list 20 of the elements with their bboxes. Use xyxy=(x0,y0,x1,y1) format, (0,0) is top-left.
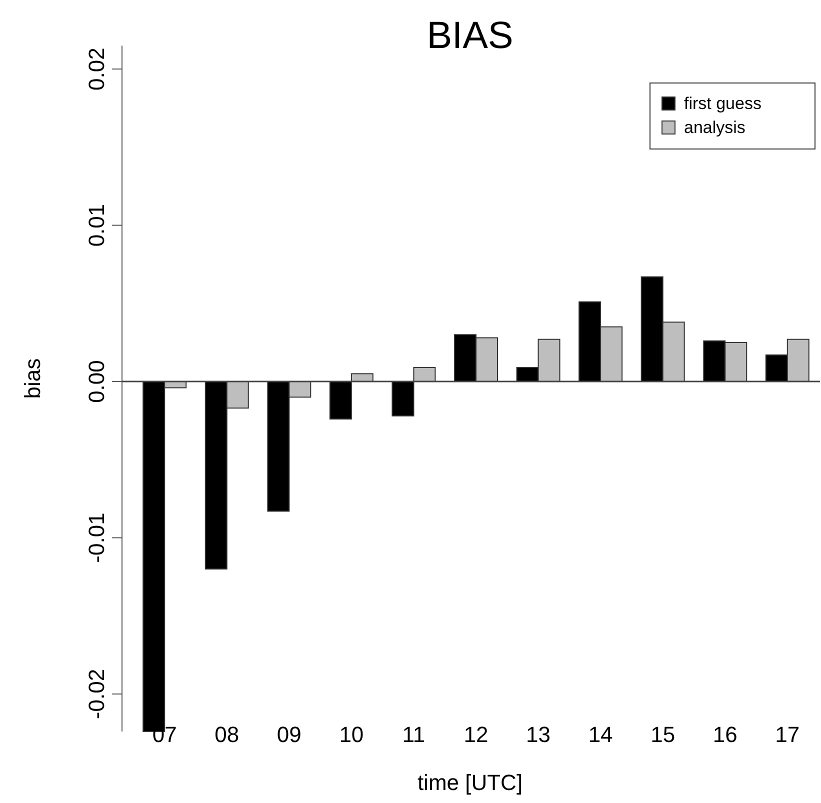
legend-label: analysis xyxy=(684,118,746,137)
x-tick-label: 13 xyxy=(526,722,551,747)
x-tick-label: 11 xyxy=(402,722,426,747)
x-tick-label: 16 xyxy=(712,722,738,747)
y-tick-label: 0.02 xyxy=(84,48,109,90)
x-tick-label: 14 xyxy=(588,722,613,747)
y-tick-label: -0.02 xyxy=(84,668,109,720)
y-axis-title: bias xyxy=(20,358,45,399)
y-tick-label: 0.01 xyxy=(84,204,109,247)
chart-title: BIAS xyxy=(426,15,514,57)
legend-label: first guess xyxy=(684,94,762,113)
y-tick-label: -0.01 xyxy=(84,512,109,563)
x-axis-title: time [UTC] xyxy=(417,770,523,795)
x-tick-label: 15 xyxy=(650,722,676,747)
x-tick-label: 10 xyxy=(339,722,364,747)
x-tick-label: 12 xyxy=(464,722,488,747)
x-tick-label: 08 xyxy=(214,722,240,747)
y-tick-label: 0.00 xyxy=(84,360,109,403)
x-tick-label: 17 xyxy=(775,722,800,747)
x-tick-label: 09 xyxy=(276,722,302,747)
